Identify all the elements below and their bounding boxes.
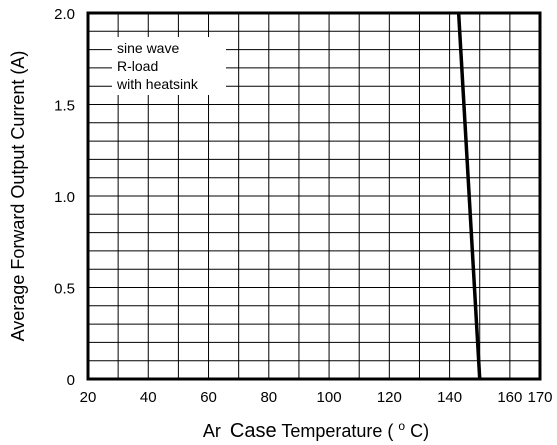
annotation-background [112, 37, 226, 95]
x-axis-title-main: Case [230, 420, 277, 442]
plot-frame [86, 11, 542, 381]
annotation-box: sine wave R-load with heatsink [112, 37, 226, 95]
y-axis-title: Average Forward Output Current (A) [8, 51, 28, 342]
x-tick-label: 80 [260, 389, 277, 406]
x-axis-title-prefix: Ar [203, 421, 221, 441]
x-tick-label: 20 [80, 389, 97, 406]
x-tick-label: 60 [200, 389, 217, 406]
tick-labels: 20 40 60 80 100 120 140 160 170 0 0.5 1.0 1.5 2.0 [54, 6, 552, 406]
annotation-line: sine wave [117, 40, 179, 56]
x-tick-label: 40 [140, 389, 157, 406]
y-tick-label: 1.5 [54, 98, 75, 115]
x-tick-label: 160 [497, 389, 522, 406]
series-line [456, 12, 482, 380]
x-axis-title-unit: C) [410, 421, 429, 441]
annotation-line: with heatsink [116, 76, 199, 92]
y-tick-label: 2.0 [54, 6, 75, 23]
x-tick-label: 120 [377, 389, 402, 406]
x-tick-label: 100 [317, 389, 342, 406]
y-tick-label: 1.0 [54, 189, 75, 206]
y-tick-label: 0 [67, 372, 75, 389]
x-axis-title-rest: Temperature ( [281, 421, 393, 441]
y-tick-label: 0.5 [54, 281, 75, 298]
annotation-line: R-load [117, 58, 158, 74]
x-axis-title: Ar Case Temperature ( o C) [203, 414, 429, 442]
x-axis-title-unit-sup: o [398, 419, 405, 433]
series-layer [456, 12, 482, 380]
x-tick-label: 140 [437, 389, 462, 406]
x-tick-label: 170 [527, 389, 552, 406]
